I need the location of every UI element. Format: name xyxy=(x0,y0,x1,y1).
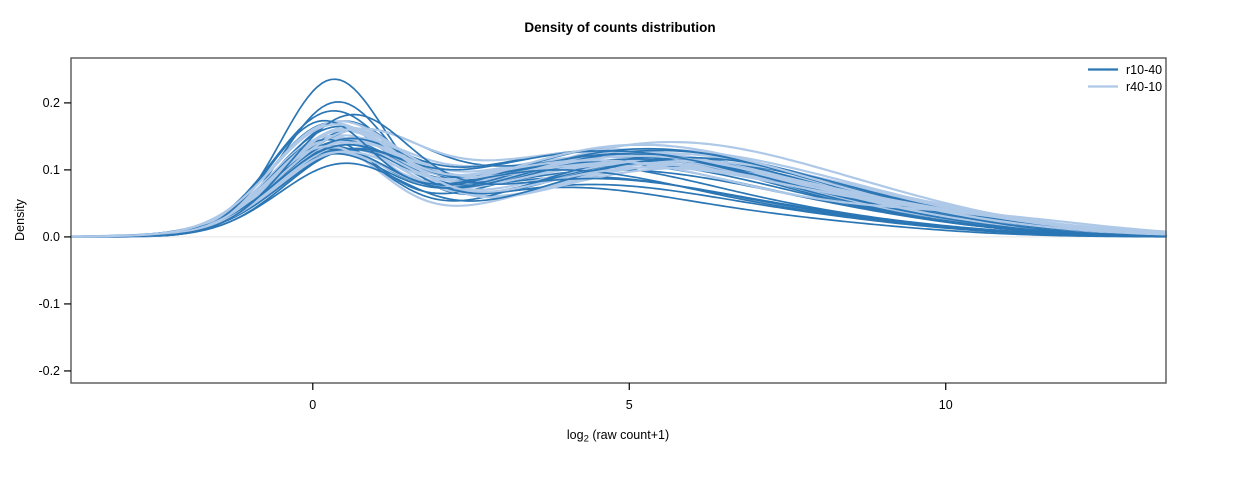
density-curve-r10-40 xyxy=(70,156,1167,238)
x-axis: 0 5 10 xyxy=(309,383,953,412)
legend-label-r40-10: r40-10 xyxy=(1126,80,1162,94)
x-tick-label: 10 xyxy=(939,398,953,412)
density-curve-r40-10 xyxy=(69,123,1168,238)
x-axis-title: log2 (raw count+1) xyxy=(567,428,669,445)
y-tick-label: -0.1 xyxy=(38,297,60,311)
y-axis-title: Density xyxy=(13,198,27,240)
density-curve-r40-10 xyxy=(69,143,1168,238)
density-curves xyxy=(69,78,1168,238)
x-tick-label: 0 xyxy=(309,398,316,412)
plot-border xyxy=(70,57,1167,384)
x-tick-label: 5 xyxy=(626,398,633,412)
legend: r10-40 r40-10 xyxy=(1088,63,1162,94)
chart-title: Density of counts distribution xyxy=(524,20,715,35)
y-axis: -0.2 -0.1 0.0 0.1 0.2 xyxy=(38,96,71,378)
legend-label-r10-40: r10-40 xyxy=(1126,63,1162,77)
y-tick-label: 0.2 xyxy=(43,96,60,110)
density-curve-r10-40 xyxy=(70,113,1167,238)
y-tick-label: -0.2 xyxy=(38,364,60,378)
y-tick-label: 0.1 xyxy=(43,163,60,177)
density-curve-r10-40 xyxy=(70,147,1167,238)
y-tick-label: 0.0 xyxy=(43,230,60,244)
density-curve-r40-10 xyxy=(69,128,1168,238)
